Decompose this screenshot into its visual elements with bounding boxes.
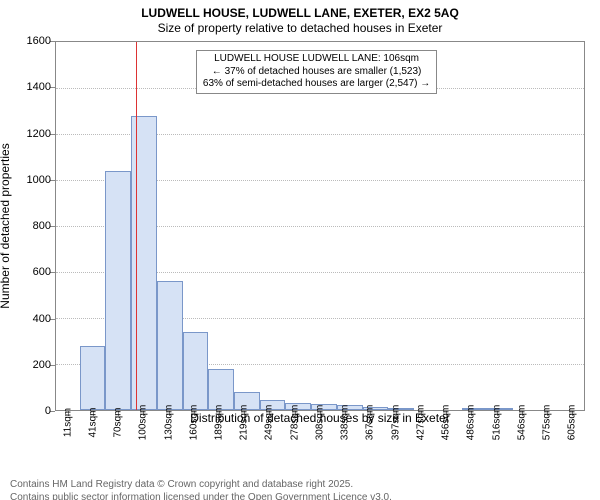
x-tick: 160sqm [181, 411, 206, 461]
marker-line [136, 42, 137, 410]
y-tick-label: 400 [33, 313, 55, 325]
bar [183, 332, 209, 410]
x-tick-label: 189sqm [214, 405, 225, 441]
x-tick-label: 456sqm [441, 405, 452, 441]
x-tick: 546sqm [509, 411, 534, 461]
y-tick-label: 600 [33, 266, 55, 278]
y-tick-label: 800 [33, 220, 55, 232]
y-axis-label: Number of detached properties [0, 143, 12, 308]
x-tick: 70sqm [105, 411, 130, 461]
bar [131, 116, 157, 410]
chart-title-sub: Size of property relative to detached ho… [0, 21, 600, 35]
annotation-box: LUDWELL HOUSE LUDWELL LANE: 106sqm ← 37%… [196, 50, 437, 94]
footer-line1: Contains HM Land Registry data © Crown c… [10, 479, 600, 492]
x-tick: 456sqm [434, 411, 459, 461]
x-tick-label: 605sqm [567, 405, 578, 441]
bars-container [56, 42, 584, 410]
x-tick: 427sqm [408, 411, 433, 461]
bar [105, 171, 131, 410]
x-tick-label: 427sqm [415, 405, 426, 441]
y-tick-label: 1600 [27, 35, 55, 47]
x-tick-label: 130sqm [163, 405, 174, 441]
x-tick: 249sqm [257, 411, 282, 461]
x-tick-label: 546sqm [516, 405, 527, 441]
x-tick-label: 338sqm [340, 405, 351, 441]
x-tick: 575sqm [534, 411, 559, 461]
x-tick: 100sqm [131, 411, 156, 461]
bar [80, 346, 106, 410]
x-tick-label: 278sqm [289, 405, 300, 441]
x-tick: 367sqm [358, 411, 383, 461]
annotation-line2: ← 37% of detached houses are smaller (1,… [203, 66, 430, 79]
y-tick-label: 1200 [27, 128, 55, 140]
chart-outer: Number of detached properties LUDWELL HO… [55, 41, 585, 411]
y-tick-label: 1000 [27, 174, 55, 186]
x-tick: 219sqm [232, 411, 257, 461]
x-tick-label: 249sqm [264, 405, 275, 441]
x-tick-label: 11sqm [62, 408, 73, 437]
x-tick-label: 100sqm [138, 405, 149, 441]
x-tick-label: 486sqm [466, 405, 477, 441]
x-tick: 516sqm [484, 411, 509, 461]
x-tick-label: 219sqm [239, 405, 250, 441]
plot-area: LUDWELL HOUSE LUDWELL LANE: 106sqm ← 37%… [55, 41, 585, 411]
x-tick: 338sqm [333, 411, 358, 461]
x-tick: 130sqm [156, 411, 181, 461]
x-tick: 41sqm [80, 411, 105, 461]
x-tick: 605sqm [560, 411, 585, 461]
title-block: LUDWELL HOUSE, LUDWELL LANE, EXETER, EX2… [0, 0, 600, 35]
x-tick-label: 160sqm [188, 405, 199, 441]
x-tick: 278sqm [282, 411, 307, 461]
bar [157, 281, 183, 410]
x-tick: 308sqm [307, 411, 332, 461]
x-tick-label: 367sqm [365, 405, 376, 441]
x-tick-label: 41sqm [87, 407, 98, 437]
x-tick-label: 516sqm [491, 405, 502, 441]
annotation-line3: 63% of semi-detached houses are larger (… [203, 78, 430, 91]
x-tick: 11sqm [55, 411, 80, 461]
x-ticks: 11sqm41sqm70sqm100sqm130sqm160sqm189sqm2… [55, 411, 585, 461]
footer-line2: Contains public sector information licen… [10, 492, 600, 500]
footer-credits: Contains HM Land Registry data © Crown c… [10, 479, 600, 500]
x-tick: 397sqm [383, 411, 408, 461]
x-tick-label: 308sqm [314, 405, 325, 441]
x-tick-label: 575sqm [542, 405, 553, 441]
x-tick-label: 70sqm [113, 407, 124, 437]
y-tick-label: 0 [45, 405, 55, 417]
y-tick-label: 1400 [27, 81, 55, 93]
chart-title-main: LUDWELL HOUSE, LUDWELL LANE, EXETER, EX2… [0, 6, 600, 20]
y-tick-label: 200 [33, 359, 55, 371]
x-tick: 189sqm [206, 411, 231, 461]
x-tick: 486sqm [459, 411, 484, 461]
annotation-line1: LUDWELL HOUSE LUDWELL LANE: 106sqm [203, 53, 430, 66]
x-tick-label: 397sqm [390, 405, 401, 441]
